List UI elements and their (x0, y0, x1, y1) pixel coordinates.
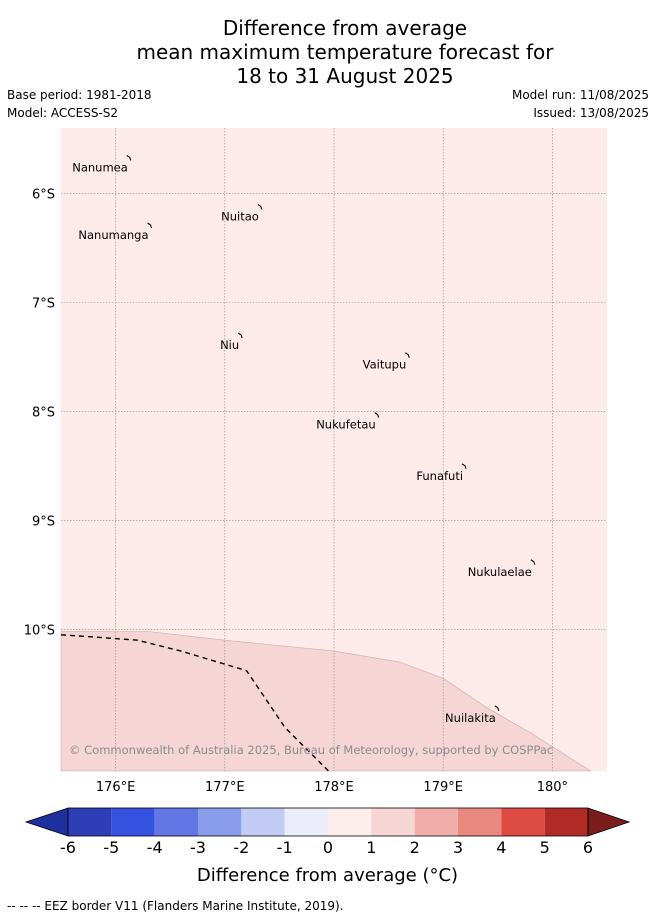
title-line-3: 18 to 31 August 2025 (236, 64, 454, 88)
lon-tick-label: 178°E (314, 780, 354, 795)
colorbar-title: Difference from average (°C) (196, 865, 459, 886)
model-text: Model: ACCESS-S2 (7, 106, 119, 120)
lon-tick-label: 179°E (423, 780, 463, 795)
title-line-1: Difference from average (222, 16, 468, 40)
base-period-text: Base period: 1981-2018 (7, 88, 152, 102)
colorbar-bin (68, 808, 112, 836)
place-label: Nuitao (221, 209, 259, 223)
copyright-text: © Commonwealth of Australia 2025, Bureau… (69, 743, 553, 757)
colorbar-tick-label: 6 (582, 838, 594, 857)
colorbar-tick-label: 2 (409, 838, 420, 857)
lat-tick-label: 8°S (32, 405, 55, 420)
island-shape (126, 154, 132, 161)
colorbar-bin (154, 808, 198, 836)
lat-tick-label: 7°S (32, 296, 55, 311)
place-label: Nukufetau (316, 418, 375, 432)
island-shape (494, 705, 500, 711)
place-label: Nanumea (72, 160, 128, 174)
eez-border (60, 634, 329, 772)
island-shape (530, 559, 536, 565)
island-shape (461, 463, 467, 470)
colorbar-bin (414, 808, 458, 836)
island-shape (404, 352, 410, 358)
colorbar-bin (458, 808, 502, 836)
colorbar-extend-high (587, 807, 631, 837)
colorbar-tick-label: -3 (190, 838, 206, 857)
colorbar-tick-label: 3 (452, 838, 464, 857)
issued-text: Issued: 13/08/2025 (533, 106, 649, 120)
lat-tick-label: 9°S (32, 514, 55, 529)
colorbar-bin (371, 808, 415, 836)
chart-title: Difference from average mean maximum tem… (0, 16, 655, 88)
lon-tick-label: 180° (537, 780, 568, 795)
lat-tick-label: 6°S (32, 187, 55, 202)
colorbar-bin (111, 808, 155, 836)
colorbar-tick-label: -4 (146, 838, 163, 857)
title-line-2: mean maximum temperature forecast for (136, 40, 554, 64)
island-shape (257, 204, 263, 210)
place-label: Vaitupu (363, 358, 407, 372)
colorbar-tick-label: 5 (539, 838, 550, 857)
place-label: Nukulaelae (468, 565, 532, 579)
colorbar-tick-label: 4 (496, 838, 507, 857)
place-label: Nuilakita (445, 711, 496, 725)
colorbar-outline (67, 807, 589, 837)
colorbar-bin (328, 808, 372, 836)
island-shape (237, 332, 243, 339)
colorbar-tick-label: -6 (60, 838, 76, 857)
colorbar-bin (198, 808, 242, 836)
colorbar-tick-label: -1 (276, 838, 293, 857)
place-label: Funafuti (416, 469, 463, 483)
colorbar-extend-low (24, 807, 69, 837)
colorbar-bin (501, 808, 545, 836)
colorbar-tick-label: -2 (233, 838, 250, 857)
place-label: Niu (220, 338, 239, 352)
lon-tick-label: 176°E (96, 780, 136, 795)
lat-tick-label: 10°S (24, 623, 55, 638)
colorbar-bin (241, 808, 285, 836)
colorbar-bin (544, 808, 588, 836)
colorbar-tick-label: 1 (366, 838, 377, 857)
lon-tick-label: 177°E (205, 780, 245, 795)
colorbar-bin (284, 808, 328, 836)
place-label: Nanumanga (78, 228, 148, 242)
colorbar-tick-label: 0 (322, 838, 334, 857)
island-shape (147, 222, 153, 229)
model-run-text: Model run: 11/08/2025 (511, 88, 649, 102)
island-shape (374, 412, 380, 418)
eez-border-legend: -- -- -- EEZ border V11 (Flanders Marine… (7, 899, 344, 913)
colorbar-tick-label: -5 (103, 838, 120, 857)
